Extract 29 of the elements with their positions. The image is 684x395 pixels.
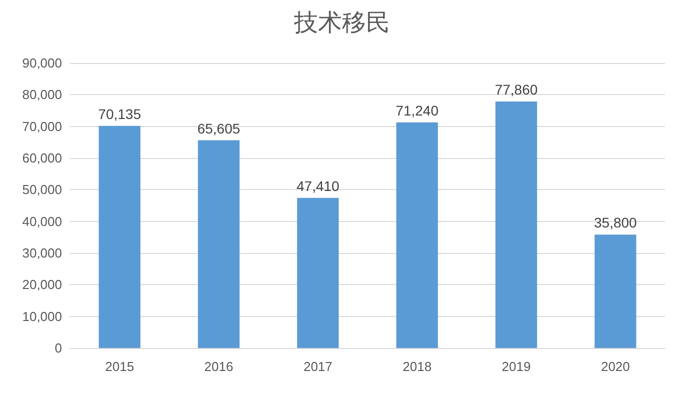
- bar: [396, 122, 438, 348]
- y-tick-label: 90,000: [22, 56, 62, 70]
- data-label: 47,410: [296, 178, 340, 194]
- data-label: 35,800: [594, 214, 638, 231]
- data-label: 65,605: [197, 120, 240, 136]
- y-tick-label: 80,000: [22, 87, 62, 102]
- y-tick-label: 30,000: [22, 246, 62, 260]
- data-label: 77,860: [494, 81, 538, 98]
- x-tick-label: 2017: [303, 359, 332, 374]
- bar: [198, 140, 240, 348]
- y-tick-label: 0: [54, 340, 62, 356]
- y-tick-label: 60,000: [22, 150, 62, 166]
- x-tick-label: 2018: [402, 359, 432, 374]
- x-tick-label: 2015: [105, 359, 134, 374]
- y-tick-label: 20,000: [22, 277, 62, 292]
- x-tick-label: 2019: [502, 359, 531, 374]
- y-tick-label: 10,000: [22, 308, 62, 324]
- data-label: 71,240: [396, 102, 439, 118]
- bar: [594, 234, 636, 348]
- chart-title: 技术移民: [293, 10, 390, 36]
- y-tick-label: 40,000: [22, 214, 62, 229]
- data-label: 70,135: [98, 106, 142, 122]
- bar: [98, 126, 140, 348]
- bar: [495, 101, 538, 348]
- bar: [297, 198, 339, 348]
- y-tick-label: 70,000: [22, 118, 62, 134]
- y-tick-label: 50,000: [22, 182, 62, 198]
- x-tick-label: 2020: [600, 359, 630, 374]
- x-tick-label: 2016: [204, 359, 234, 374]
